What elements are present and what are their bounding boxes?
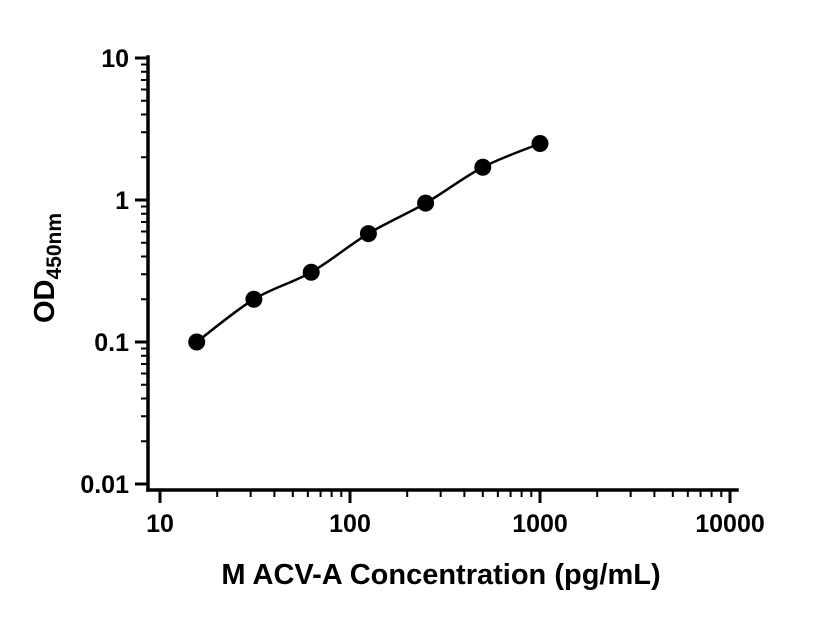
y-axis-title-group: OD450nm [29, 213, 66, 323]
y-axis-title-main: OD [29, 280, 61, 324]
data-point [188, 333, 206, 351]
y-tick-label: 0.01 [80, 471, 129, 499]
data-point [245, 290, 263, 308]
x-tick-label: 1000 [512, 510, 568, 538]
data-point [302, 263, 320, 281]
x-tick-label: 10000 [695, 510, 765, 538]
data-point [417, 194, 435, 212]
x-axis-title: M ACV-A Concentration (pg/mL) [221, 559, 660, 591]
x-tick-label: 10 [146, 510, 174, 538]
y-axis-title: OD450nm [29, 213, 66, 323]
series-layer [188, 134, 549, 351]
data-point [531, 134, 549, 152]
data-point [359, 225, 377, 243]
axes-layer: 10 100 1000 10000 10 1 0.1 0.01 [80, 45, 764, 538]
data-point [474, 158, 492, 176]
y-tick-label: 1 [115, 187, 129, 215]
y-tick-label: 10 [101, 45, 129, 73]
y-tick-label: 0.1 [94, 329, 129, 357]
x-tick-label: 100 [329, 510, 371, 538]
y-axis-title-subscript: 450nm [43, 213, 66, 280]
